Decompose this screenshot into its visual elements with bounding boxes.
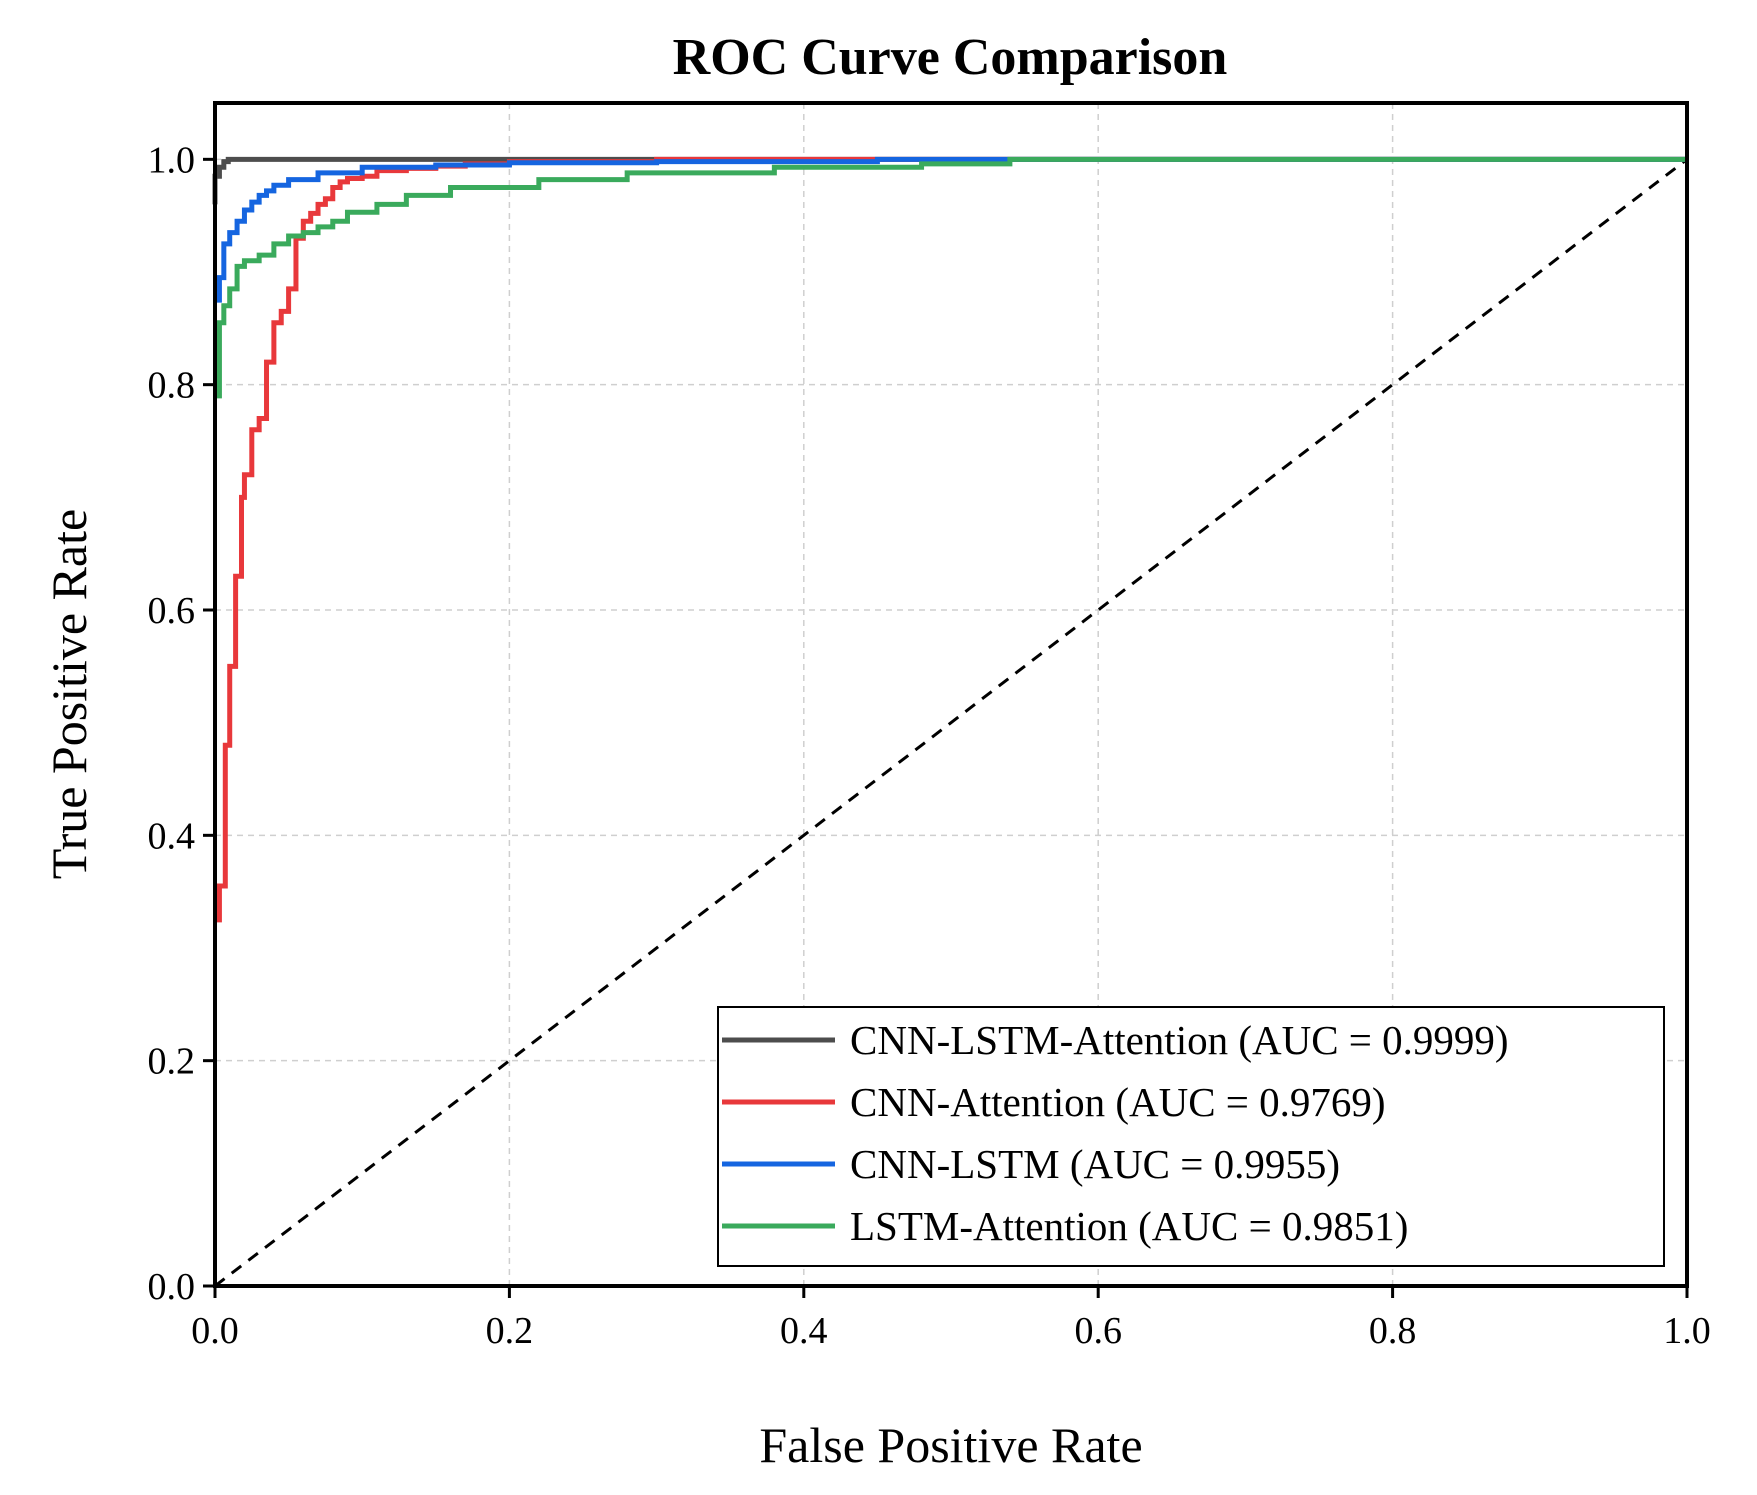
y-tick-label: 1.0	[148, 139, 196, 181]
legend-label-cnn-lstm-attention: CNN-LSTM-Attention (AUC = 0.9999)	[850, 1017, 1509, 1063]
x-tick-label: 1.0	[1663, 1310, 1711, 1352]
y-tick-label: 0.2	[148, 1041, 196, 1083]
y-axis-label: True Positive Rate	[41, 509, 97, 879]
x-tick-label: 0.2	[486, 1310, 534, 1352]
y-tick-label: 0.8	[148, 365, 196, 407]
legend-label-cnn-attention: CNN-Attention (AUC = 0.9769)	[850, 1079, 1386, 1125]
x-axis-label: False Positive Rate	[759, 1417, 1142, 1473]
legend-box	[717, 1006, 1665, 1267]
legend: CNN-LSTM-Attention (AUC = 0.9999) CNN-Att…	[717, 1006, 1665, 1267]
y-tick-label: 0.4	[148, 815, 196, 857]
x-axis-ticks: 0.0 0.2 0.4 0.6 0.8 1.0	[191, 1286, 1711, 1352]
y-tick-label: 0.0	[148, 1266, 196, 1308]
reference-line-group	[214, 158, 1688, 1288]
series-line-cnn-lstm	[215, 156, 1687, 303]
plot-frame	[213, 101, 1689, 1288]
x-tick-label: 0.6	[1074, 1310, 1122, 1352]
y-tick-label: 0.6	[148, 590, 196, 632]
reference-line	[214, 158, 1688, 1288]
legend-label-cnn-lstm: CNN-LSTM (AUC = 0.9955)	[850, 1141, 1340, 1187]
x-tick-label: 0.0	[191, 1310, 239, 1352]
series-line-lstm-attention	[215, 156, 1687, 399]
legend-label-lstm-attention: LSTM-Attention (AUC = 0.9851)	[850, 1203, 1408, 1249]
x-tick-label: 0.4	[780, 1310, 828, 1352]
x-tick-label: 0.8	[1369, 1310, 1417, 1352]
chart-title: ROC Curve Comparison	[673, 29, 1228, 86]
y-axis-ticks: 0.0 0.2 0.4 0.6 0.8 1.0	[148, 139, 215, 1308]
